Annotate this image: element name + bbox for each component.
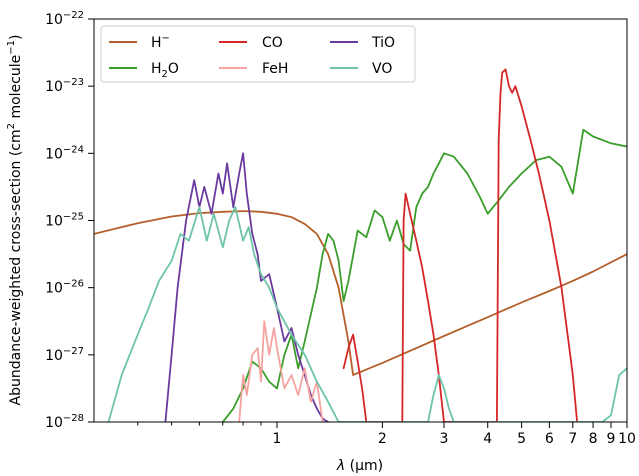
series-line-h- [94,210,627,376]
x-tick-label: 5 [517,431,526,447]
series-line-vo [107,206,627,422]
x-tick-label: 8 [589,431,598,447]
legend-label-h-minus: H− [151,33,170,51]
series-line-h-o [221,128,627,422]
series-line-co [342,68,578,422]
x-tick-label: 10 [618,431,636,447]
series-line-tio [164,152,330,422]
y-axis-label-main: Abundance-weighted cross-section (cm [8,129,24,405]
legend-label-feh: FeH [262,61,288,77]
legend-label-h2o: H2O [151,61,179,80]
legend-box [100,25,416,83]
series-layer [94,68,627,422]
x-tick-label: 2 [378,431,387,447]
y-tick-label: 10−23 [45,77,84,95]
x-tick-label: 1 [273,431,282,447]
x-axis-label-symbol: λ [336,458,345,474]
y-axis-ticks: 10−28 10−27 10−26 10−25 10−24 10−23 10−22 [45,10,94,431]
y-tick-label: 10−24 [45,144,84,162]
x-tick-label: 4 [483,431,492,447]
y-tick-label: 10−28 [45,413,84,431]
y-tick-label: 10−22 [45,10,84,28]
x-axis-label-unit: (μm) [350,458,383,474]
x-axis-label: λ (μm) [336,458,383,474]
legend: H− H2O CO FeH TiO VO [100,25,416,83]
x-tick-label: 3 [440,431,449,447]
legend-label-co: CO [262,35,283,51]
legend-label-tio: TiO [371,35,395,51]
x-axis-ticks: 1 2 3 4 5 6 7 8 9 10 [137,422,636,447]
y-axis-label-sup1: 2 [6,123,17,129]
y-tick-label: 10−26 [45,279,84,297]
x-tick-label: 7 [568,431,577,447]
y-axis-label: Abundance-weighted cross-section (cm2 mo… [6,35,24,406]
series-line-feh [238,320,324,422]
x-tick-label: 9 [607,431,616,447]
x-tick-label: 6 [545,431,554,447]
legend-label-vo: VO [372,61,392,77]
y-tick-label: 10−27 [45,346,84,364]
y-axis-label-mid: molecule [8,55,24,123]
y-axis-label-end: ) [8,35,24,40]
y-axis-label-sup2: −1 [6,40,17,55]
y-tick-label: 10−25 [45,212,84,230]
